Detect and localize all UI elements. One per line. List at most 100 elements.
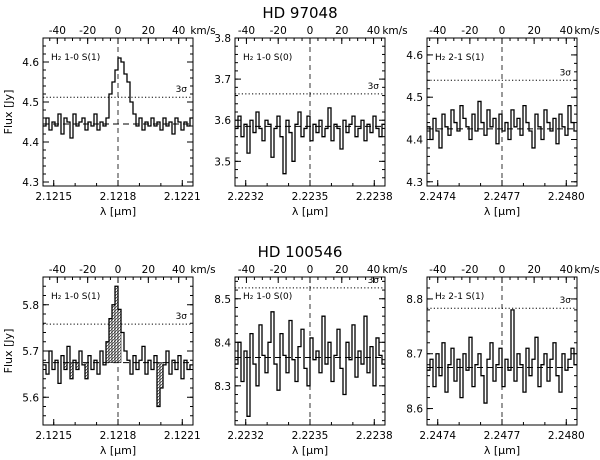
velocity-tick-label: 40 — [367, 264, 380, 276]
velocity-tick-label: -20 — [79, 25, 96, 37]
y-axis-label: Flux [Jy] — [2, 90, 15, 135]
velocity-unit: km/s — [574, 264, 599, 276]
velocity-unit: km/s — [382, 25, 407, 37]
velocity-unit: km/s — [382, 264, 407, 276]
velocity-tick-label: 20 — [527, 25, 540, 37]
y-tick-label: 8.4 — [214, 337, 231, 349]
x-tick-label: 2.1221 — [164, 430, 201, 442]
x-axis-label: λ [μm] — [292, 444, 328, 457]
velocity-tick-label: 0 — [499, 25, 506, 37]
velocity-tick-label: 20 — [335, 25, 348, 37]
y-tick-label: 8.7 — [406, 349, 423, 361]
x-tick-label: 2.2474 — [419, 430, 456, 442]
velocity-tick-label: -40 — [49, 264, 66, 276]
spectrum-series — [427, 100, 577, 149]
velocity-tick-label: -40 — [429, 25, 446, 37]
x-tick-label: 2.2235 — [292, 430, 329, 442]
x-tick-label: 2.2474 — [419, 191, 456, 203]
panel-line-label: H₂ 1-0 S(1) — [51, 292, 100, 302]
sigma-label: 3σ — [368, 82, 380, 92]
y-tick-label: 3.5 — [214, 156, 231, 168]
x-tick-label: 2.2477 — [484, 430, 521, 442]
velocity-tick-label: -40 — [429, 264, 446, 276]
velocity-tick-label: 40 — [560, 25, 573, 37]
velocity-unit: km/s — [574, 25, 599, 37]
y-tick-label: 3.8 — [214, 33, 231, 45]
spectrum-panel: 2.1215 2.1218 2.1221 -40 -20 0 20 40 km/s 5.6 5.7 5… — [2, 264, 216, 457]
y-tick-label: 3.7 — [214, 74, 231, 86]
velocity-tick-label: -40 — [49, 25, 66, 37]
velocity-tick-label: 0 — [115, 25, 122, 37]
spectrum-panel: 2.1215 2.1218 2.1221 -40 -20 0 20 40 km/s 4.3 4.4 4… — [2, 25, 216, 218]
spectrum-series — [235, 311, 385, 417]
x-tick-label: 2.1215 — [35, 430, 72, 442]
y-tick-label: 4.4 — [406, 134, 423, 146]
x-tick-label: 2.2238 — [356, 430, 393, 442]
spectrum-panel: 2.2232 2.2235 2.2238 -40 -20 0 20 40 km/s 3.5 3.6 3… — [214, 25, 407, 218]
y-tick-label: 5.6 — [22, 392, 39, 404]
y-axis-label: Flux [Jy] — [2, 329, 15, 374]
y-tick-label: 4.5 — [406, 92, 423, 104]
panels-group: 2.1215 2.1218 2.1221-40 -20 0 20 40 km/s4.34.44… — [2, 25, 600, 457]
x-tick-label: 2.2232 — [227, 191, 264, 203]
spectrum-panel: 2.2232 2.2235 2.2238 -40 -20 0 20 40 km/s 8.3 8.4 8… — [214, 264, 407, 457]
panel-line-label: H₂ 1-0 S(0) — [243, 292, 292, 302]
sigma-label: 3σ — [176, 312, 188, 322]
velocity-tick-label: 0 — [307, 264, 314, 276]
velocity-tick-label: -20 — [461, 25, 478, 37]
x-axis-label: λ [μm] — [100, 205, 136, 218]
panel-line-label: H₂ 1-0 S(1) — [51, 53, 100, 63]
velocity-tick-label: 0 — [307, 25, 314, 37]
y-tick-label: 3.6 — [214, 115, 231, 127]
velocity-tick-label: 20 — [335, 264, 348, 276]
y-tick-label: 4.4 — [22, 137, 39, 149]
x-axis-label: λ [μm] — [484, 205, 520, 218]
spectrum-series — [427, 309, 577, 404]
x-tick-label: 2.2480 — [548, 191, 585, 203]
x-tick-label: 2.2238 — [356, 191, 393, 203]
velocity-tick-label: 40 — [367, 25, 380, 37]
velocity-tick-label: -20 — [79, 264, 96, 276]
spectrum-series — [43, 285, 193, 408]
row-title: HD 100546 — [258, 243, 343, 261]
velocity-tick-label: -40 — [238, 25, 255, 37]
y-tick-label: 4.3 — [22, 177, 39, 189]
x-axis-label: λ [μm] — [484, 444, 520, 457]
y-tick-label: 5.8 — [22, 300, 39, 312]
y-tick-label: 4.6 — [406, 50, 423, 62]
row-title: HD 97048 — [262, 4, 337, 22]
velocity-tick-label: 0 — [499, 264, 506, 276]
y-tick-label: 8.5 — [214, 294, 231, 306]
y-tick-label: 4.6 — [22, 57, 39, 69]
y-tick-label: 5.7 — [22, 346, 39, 358]
velocity-tick-label: -20 — [461, 264, 478, 276]
velocity-tick-label: -40 — [238, 264, 255, 276]
x-tick-label: 2.2477 — [484, 191, 521, 203]
velocity-tick-label: 20 — [142, 264, 155, 276]
spectrum-panel: 2.2474 2.2477 2.2480 -40 -20 0 20 40 km/s 8.6 8.7 8… — [406, 264, 599, 457]
velocity-tick-label: 40 — [560, 264, 573, 276]
panel-line-label: H₂ 2-1 S(1) — [435, 53, 484, 63]
sigma-label: 3σ — [368, 276, 380, 286]
x-tick-label: 2.1215 — [35, 191, 72, 203]
velocity-tick-label: 20 — [142, 25, 155, 37]
velocity-tick-label: -20 — [270, 264, 287, 276]
velocity-tick-label: 40 — [172, 264, 185, 276]
y-tick-label: 4.5 — [22, 97, 39, 109]
x-tick-label: 2.2232 — [227, 430, 264, 442]
velocity-unit: km/s — [190, 264, 215, 276]
x-tick-label: 2.2235 — [292, 191, 329, 203]
x-axis-label: λ [μm] — [292, 205, 328, 218]
velocity-unit: km/s — [190, 25, 215, 37]
velocity-tick-label: 40 — [172, 25, 185, 37]
velocity-tick-label: 0 — [115, 264, 122, 276]
velocity-tick-label: -20 — [270, 25, 287, 37]
velocity-tick-label: 20 — [527, 264, 540, 276]
sigma-label: 3σ — [560, 296, 572, 306]
panel-line-label: H₂ 1-0 S(0) — [243, 53, 292, 63]
sigma-label: 3σ — [560, 68, 572, 78]
panel-line-label: H₂ 2-1 S(1) — [435, 292, 484, 302]
spectrum-series — [43, 57, 193, 139]
spectrum-series — [235, 107, 385, 175]
